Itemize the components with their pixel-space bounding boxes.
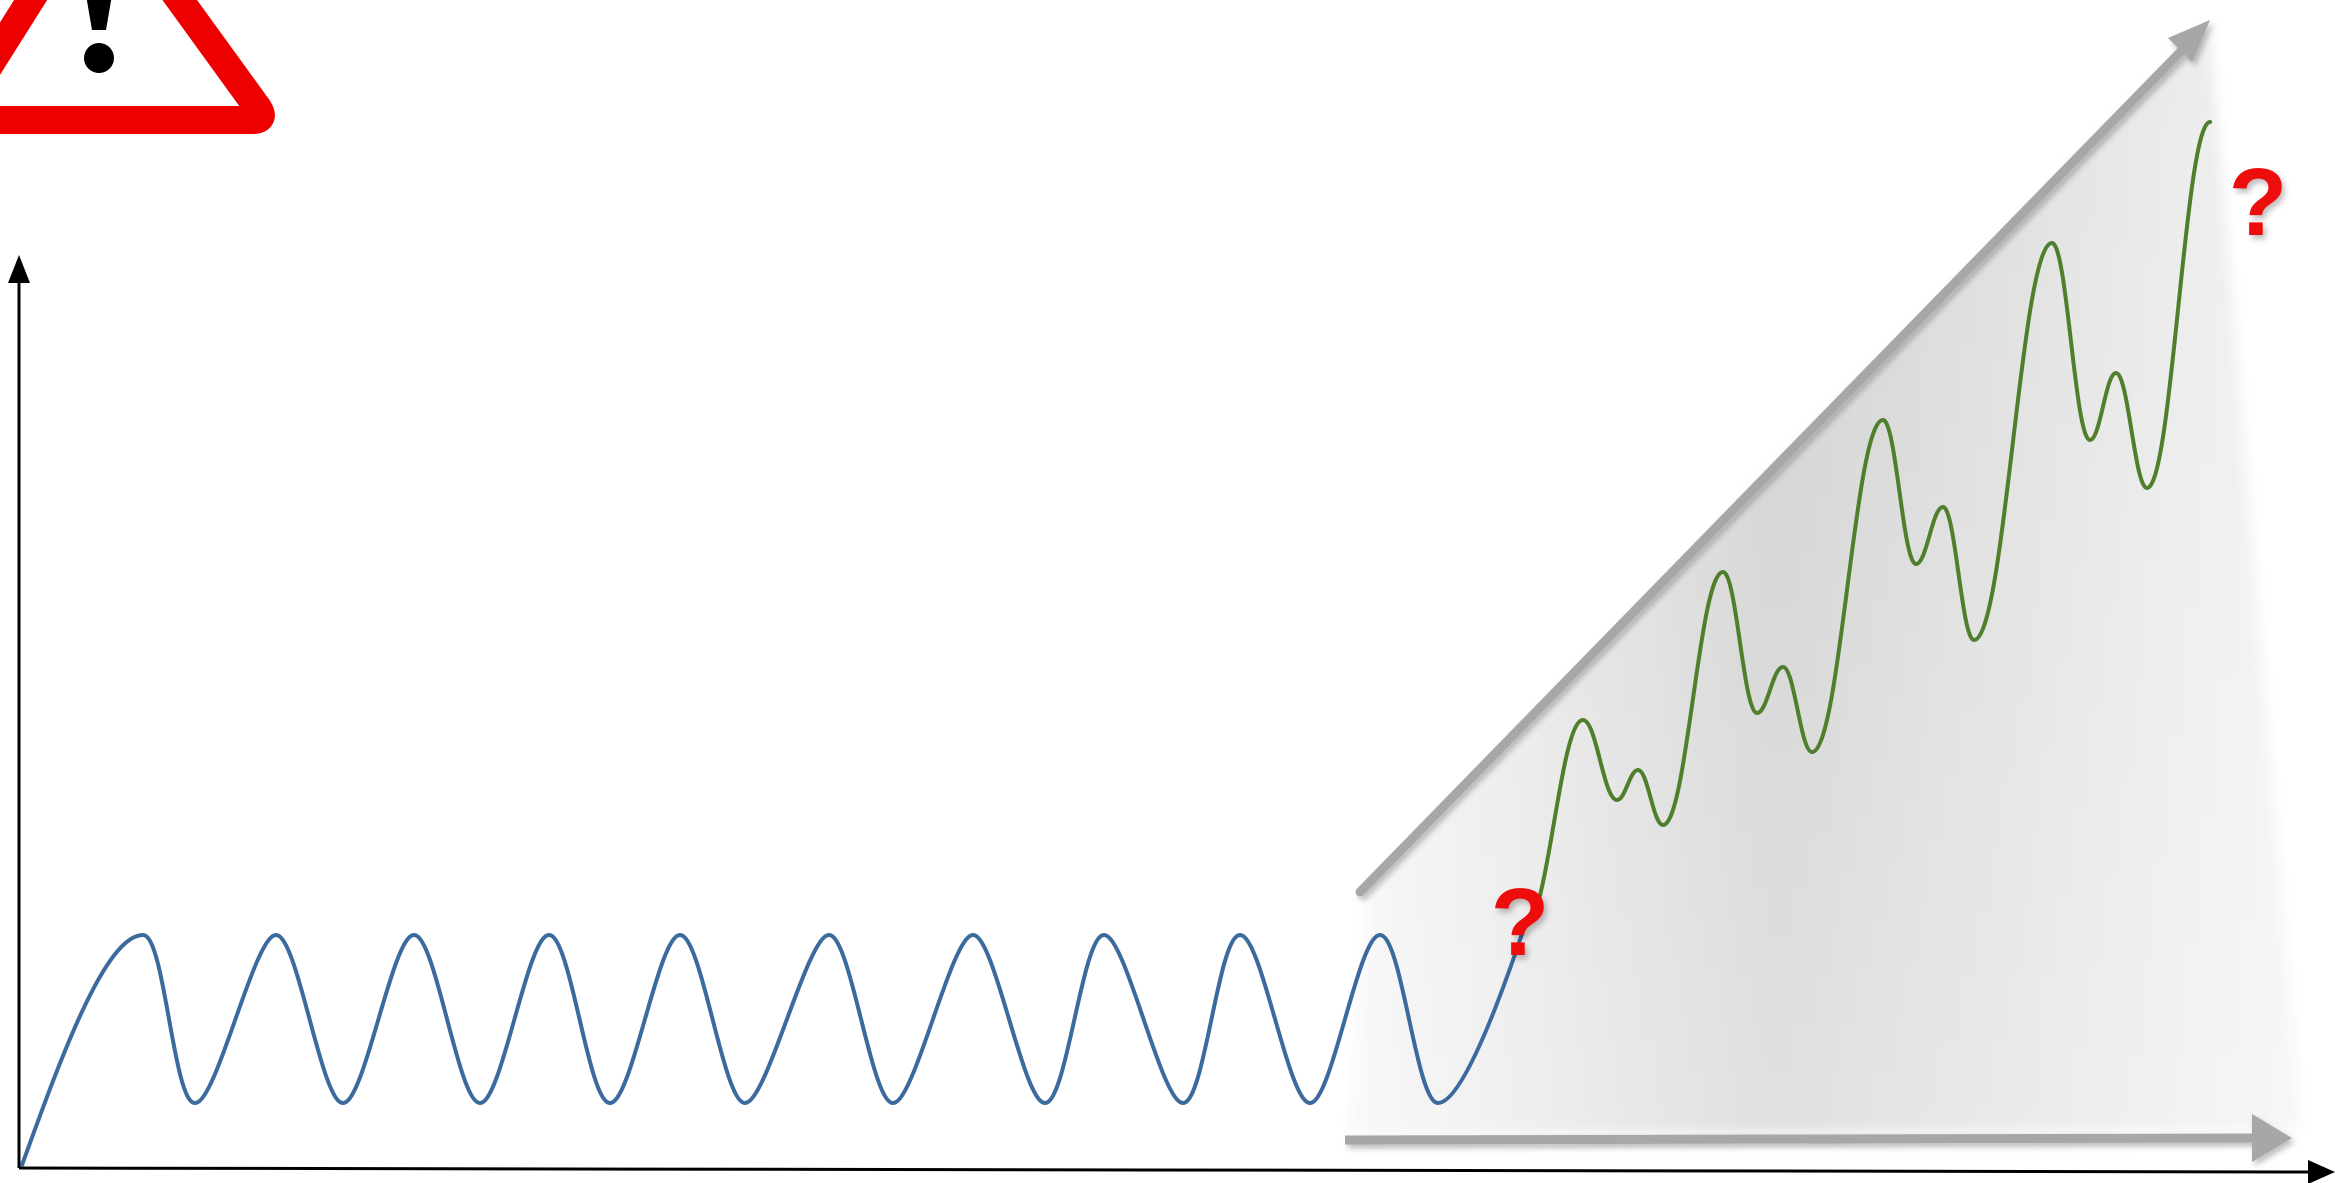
axes (8, 255, 2335, 1183)
warning-triangle-border (0, 0, 275, 134)
growth-oscillation-line (1523, 120, 2212, 927)
flat-trend-arrowhead (2252, 1114, 2292, 1162)
x-axis-arrowhead (2308, 1160, 2335, 1183)
rising-trend-arrow-shaft (1355, 37, 2195, 897)
warning-exclamation-dot (84, 43, 114, 73)
stable-oscillation-line (20, 923, 1527, 1167)
question-mark-transition: ? (1491, 869, 1550, 976)
warning-exclamation-bar (86, 0, 112, 30)
forecast-shaded-highlight (1350, 25, 2300, 1135)
question-mark-end: ? (2229, 149, 2288, 256)
y-axis-arrowhead (8, 255, 30, 283)
trend-arrows (1344, 20, 2292, 1162)
x-axis (18, 1166, 2319, 1174)
rising-trend-arrowhead (2168, 20, 2210, 62)
flat-trend-arrow-shaft (1344, 1133, 2266, 1145)
warning-triangle-icon (0, 0, 275, 134)
